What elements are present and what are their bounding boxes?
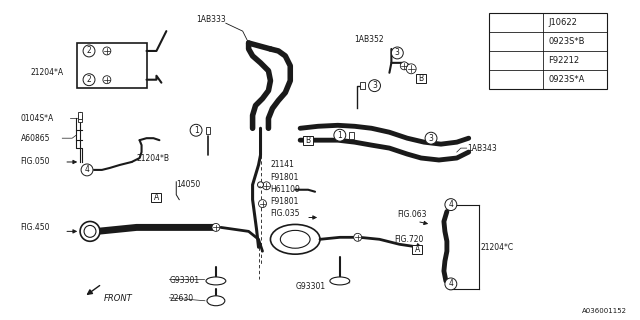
Text: FRONT: FRONT: [104, 294, 132, 303]
Circle shape: [425, 132, 437, 144]
Text: A036001152: A036001152: [582, 308, 627, 314]
Text: FIG.450: FIG.450: [20, 223, 50, 232]
Text: FIG.050: FIG.050: [20, 157, 50, 166]
Text: F91801: F91801: [271, 197, 299, 206]
Circle shape: [262, 182, 271, 190]
Text: 21204*A: 21204*A: [31, 68, 63, 77]
Bar: [77, 112, 83, 119]
Bar: [349, 132, 354, 139]
Text: A: A: [415, 245, 420, 254]
Circle shape: [406, 64, 416, 74]
Text: F92212: F92212: [548, 56, 579, 65]
Circle shape: [190, 124, 202, 136]
Text: A: A: [154, 193, 159, 202]
Text: FIG.063: FIG.063: [397, 210, 427, 219]
Text: ...: ...: [257, 180, 264, 189]
Text: 4: 4: [449, 279, 453, 288]
Bar: [152, 193, 161, 202]
Bar: [77, 115, 83, 122]
Text: 2: 2: [86, 75, 92, 84]
Text: 0104S*A: 0104S*A: [20, 114, 54, 123]
Text: 1AB352: 1AB352: [355, 35, 385, 44]
Circle shape: [509, 35, 523, 48]
Ellipse shape: [206, 277, 226, 285]
Text: B: B: [419, 74, 424, 83]
Circle shape: [369, 80, 380, 92]
Circle shape: [80, 221, 100, 241]
Ellipse shape: [207, 296, 225, 306]
Text: 2: 2: [513, 37, 518, 46]
Text: J10622: J10622: [548, 18, 577, 27]
Circle shape: [212, 223, 220, 231]
Circle shape: [509, 53, 523, 67]
Text: 1: 1: [337, 131, 342, 140]
Text: 3: 3: [372, 81, 377, 90]
Text: FIG.720: FIG.720: [394, 235, 424, 244]
Text: 1: 1: [513, 18, 518, 27]
Text: 0923S*A: 0923S*A: [548, 75, 584, 84]
Circle shape: [354, 233, 362, 241]
Circle shape: [509, 16, 523, 30]
Text: G93301: G93301: [170, 276, 200, 285]
Text: 14050: 14050: [176, 180, 200, 189]
Ellipse shape: [330, 277, 349, 285]
Text: 1: 1: [194, 126, 198, 135]
Circle shape: [83, 74, 95, 86]
Text: 3: 3: [395, 48, 400, 57]
Circle shape: [257, 182, 264, 188]
Text: 21204*C: 21204*C: [481, 243, 514, 252]
Circle shape: [81, 164, 93, 176]
Circle shape: [103, 76, 111, 84]
Circle shape: [509, 72, 523, 86]
Bar: [416, 74, 426, 83]
Circle shape: [103, 47, 111, 55]
Bar: [488, 13, 607, 89]
Text: 0923S*B: 0923S*B: [548, 37, 584, 46]
Text: 4: 4: [84, 165, 90, 174]
Bar: [303, 136, 313, 145]
Bar: [412, 245, 422, 254]
Text: 2: 2: [86, 46, 92, 55]
Text: 4: 4: [513, 75, 518, 84]
Text: 1AB333: 1AB333: [196, 15, 226, 24]
Circle shape: [445, 278, 457, 290]
Text: F91801: F91801: [271, 173, 299, 182]
Circle shape: [392, 47, 403, 59]
Text: H61109: H61109: [271, 185, 300, 194]
Text: G93301: G93301: [295, 282, 325, 292]
Text: 21204*B: 21204*B: [136, 154, 170, 163]
Text: FIG.035: FIG.035: [271, 209, 300, 218]
Text: 3: 3: [429, 134, 433, 143]
Text: 21141: 21141: [271, 160, 294, 170]
Circle shape: [400, 62, 408, 70]
Circle shape: [83, 45, 95, 57]
Circle shape: [445, 199, 457, 211]
Text: 1AB343: 1AB343: [467, 144, 497, 153]
Text: A60865: A60865: [20, 134, 50, 143]
Circle shape: [259, 200, 266, 208]
Bar: [77, 43, 147, 88]
Text: B: B: [305, 136, 310, 145]
Bar: [205, 127, 211, 134]
Text: 3: 3: [513, 56, 518, 65]
Circle shape: [334, 129, 346, 141]
Text: 22630: 22630: [170, 294, 193, 303]
Bar: [360, 82, 365, 89]
Text: 4: 4: [449, 200, 453, 209]
